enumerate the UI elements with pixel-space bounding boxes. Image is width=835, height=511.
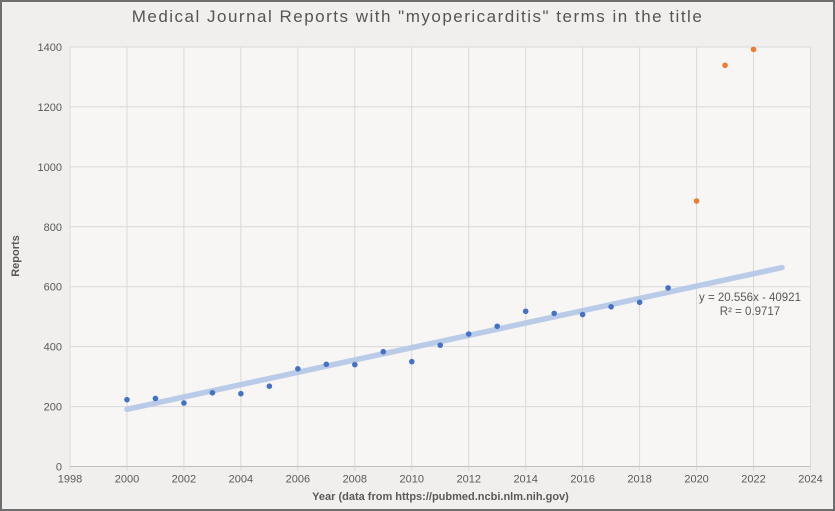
data-point-reports-2000-2019 [152,395,159,402]
data-point-reports-2000-2019 [551,310,557,317]
y-tick-label: 1400 [38,42,62,54]
x-tick-label: 2024 [798,474,822,486]
data-point-reports-2000-2019 [181,400,187,406]
x-tick-label: 2012 [456,474,480,486]
data-point-reports-2000-2019 [380,348,387,355]
data-point-reports-2000-2019 [636,299,643,306]
trendline-equation: y = 20.556x - 40921 [699,292,801,304]
data-point-reports-2000-2019 [408,358,415,365]
trendline-r-squared: R² = 0.9717 [719,305,781,318]
x-tick-label: 2020 [684,474,708,486]
trendline [124,264,785,413]
x-tick-label: 2008 [343,474,367,486]
x-tick-label: 2010 [400,474,424,486]
data-point-reports-2000-2019 [579,311,586,318]
x-tick-label: 2022 [741,474,765,486]
data-point-reports-2020-2022 [722,62,728,69]
data-point-reports-2000-2019 [522,308,529,315]
data-point-reports-2000-2019 [352,361,358,368]
data-point-reports-2000-2019 [665,285,671,291]
x-tick-label: 2006 [286,474,310,486]
data-point-reports-2000-2019 [608,303,614,310]
x-tick-label: 2000 [115,474,139,486]
data-point-reports-2000-2019 [266,383,273,389]
data-point-reports-2000-2019 [494,323,501,330]
y-axis-title: Reports [10,235,22,277]
data-point-reports-2020-2022 [693,198,700,204]
data-point-reports-2000-2019 [238,390,244,397]
x-tick-label: 2004 [229,474,253,486]
y-tick-label: 200 [44,402,62,414]
data-point-reports-2000-2019 [295,366,301,372]
y-tick-label: 400 [44,342,62,354]
y-tick-label: 0 [56,462,62,474]
chart-title: Medical Journal Reports with "myopericar… [131,7,704,26]
x-axis-title: Year (data from https://pubmed.ncbi.nlm.… [312,491,569,503]
data-point-reports-2020-2022 [750,46,757,53]
y-tick-label: 800 [44,222,62,234]
data-point-reports-2000-2019 [209,389,216,396]
trendline-label: y = 20.556x - 40921 R² = 0.9717 [670,292,830,319]
x-tick-label: 1998 [58,474,82,486]
data-point-reports-2000-2019 [323,361,330,368]
data-point-reports-2000-2019 [465,331,472,337]
x-tick-label: 2018 [627,474,651,486]
data-point-reports-2000-2019 [124,396,130,403]
y-tick-label: 600 [44,282,62,294]
x-tick-label: 2002 [172,474,196,486]
plot-background [70,47,811,467]
y-tick-label: 1200 [38,102,62,114]
data-point-reports-2000-2019 [437,342,444,348]
x-tick-label: 2016 [570,474,594,486]
y-tick-label: 1000 [38,162,62,174]
x-tick-label: 2014 [513,474,537,486]
